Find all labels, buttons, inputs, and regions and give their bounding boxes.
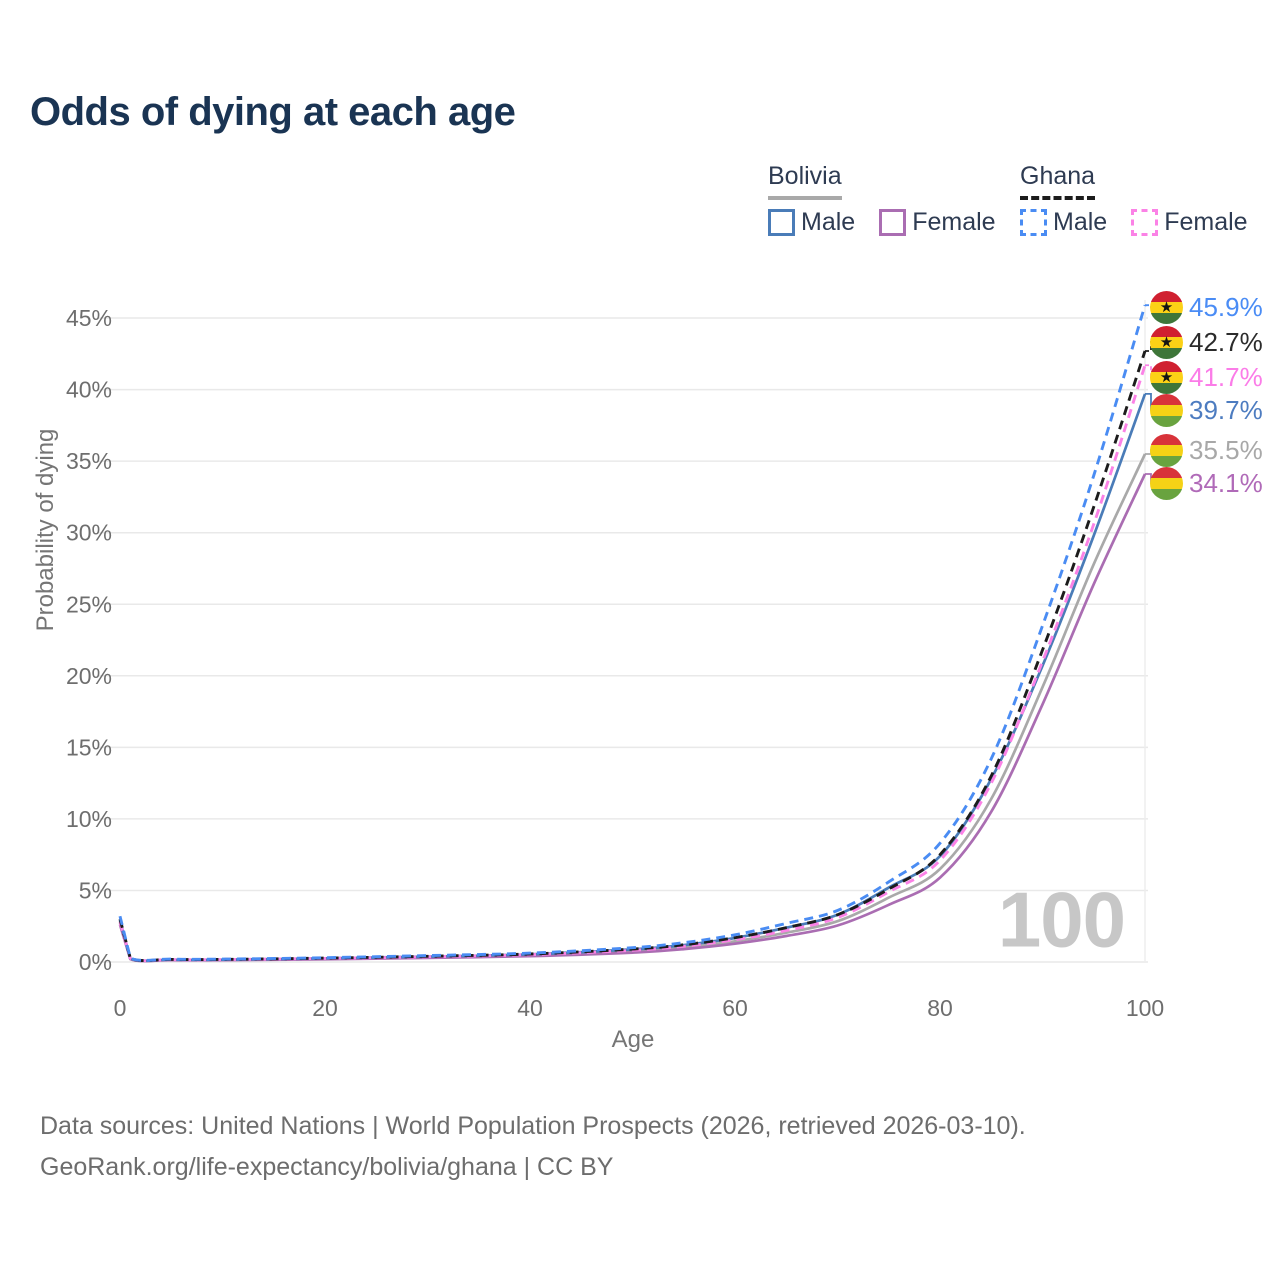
y-tick-label: 10% — [66, 806, 112, 832]
ghana-flag-icon: ★ — [1150, 361, 1183, 394]
y-tick-label: 30% — [66, 520, 112, 546]
legend-item-label: Female — [1164, 208, 1248, 236]
y-axis-title: Probability of dying — [32, 428, 59, 632]
footer: Data sources: United Nations | World Pop… — [40, 1106, 1026, 1188]
end-value-label: 45.9% — [1189, 292, 1263, 322]
flag-stripe — [1150, 478, 1183, 489]
series-end-label: ★ 42.7% — [1150, 326, 1263, 359]
series-end-label: ★ 45.9% — [1150, 291, 1263, 324]
flag-stripe — [1150, 361, 1183, 372]
series-end-label: ★ 41.7% — [1150, 361, 1263, 394]
legend-group-bolivia: Bolivia Male Female — [768, 162, 1020, 237]
bolivia-female-swatch-icon — [879, 209, 907, 236]
end-value-label: 41.7% — [1189, 362, 1263, 392]
data-sources-text: Data sources: United Nations | World Pop… — [40, 1112, 1026, 1140]
black-star-icon: ★ — [1159, 368, 1174, 386]
y-tick-label: 20% — [66, 663, 112, 689]
y-tick-label: 40% — [66, 377, 112, 403]
ghana-line[interactable] — [118, 350, 1147, 963]
bolivia-male-line[interactable] — [118, 393, 1147, 963]
flag-stripe — [1150, 456, 1183, 467]
legend-country-bolivia-label: Bolivia — [768, 162, 842, 200]
y-tick-label: 45% — [66, 305, 112, 331]
end-value-label: 35.5% — [1189, 435, 1263, 465]
flag-stripe — [1150, 291, 1183, 302]
page-title: Odds of dying at each age — [30, 90, 516, 134]
x-tick-label: 100 — [1126, 995, 1164, 1021]
legend-item-label: Female — [912, 208, 996, 236]
x-tick-label: 20 — [312, 995, 338, 1021]
hovered-age-watermark: 100 — [997, 875, 1126, 964]
flag-stripe — [1150, 489, 1183, 500]
y-tick-label: 0% — [79, 949, 112, 975]
black-star-icon: ★ — [1159, 298, 1174, 316]
ghana-male-line[interactable] — [118, 304, 1147, 962]
ghana-flag-icon: ★ — [1150, 326, 1183, 359]
end-value-label: 39.7% — [1189, 395, 1263, 425]
series-end-label: 39.7% — [1150, 394, 1263, 427]
legend-country-ghana-label: Ghana — [1020, 162, 1096, 200]
flag-stripe — [1150, 383, 1183, 394]
flag-stripe — [1150, 313, 1183, 324]
legend-item-bolivia-male[interactable]: Male — [768, 208, 855, 237]
y-tick-label: 15% — [66, 734, 112, 760]
legend-group-ghana: Ghana Male Female — [1020, 162, 1272, 237]
ghana-male-swatch-icon — [1020, 209, 1047, 236]
bolivia-male-swatch-icon — [768, 209, 795, 236]
bolivia-line[interactable] — [118, 453, 1147, 963]
bolivia-flag-icon — [1150, 394, 1183, 427]
flag-stripe — [1150, 302, 1183, 313]
y-tick-label: 25% — [66, 591, 112, 617]
flag-stripe — [1150, 394, 1183, 405]
bolivia-flag-icon — [1150, 434, 1183, 467]
attribution-text: GeoRank.org/life-expectancy/bolivia/ghan… — [40, 1153, 614, 1181]
series-end-label: 34.1% — [1150, 467, 1263, 500]
ghana-flag-icon: ★ — [1150, 291, 1183, 324]
legend-item-bolivia-female[interactable]: Female — [879, 208, 996, 237]
legend-item-label: Male — [1053, 208, 1108, 236]
end-label-leader — [1145, 364, 1157, 378]
legend-country-bolivia: Bolivia — [768, 162, 1020, 200]
flag-stripe — [1150, 405, 1183, 416]
end-value-label: 42.7% — [1189, 327, 1263, 357]
legend-item-label: Male — [801, 208, 856, 236]
flag-stripe — [1150, 467, 1183, 478]
y-tick-label: 35% — [66, 448, 112, 474]
ghana-female-line[interactable] — [118, 364, 1147, 963]
series-end-label: 35.5% — [1150, 434, 1263, 467]
x-axis-title: Age — [611, 1026, 655, 1053]
legend-item-ghana-female[interactable]: Female — [1131, 208, 1248, 237]
bolivia-flag-icon — [1150, 467, 1183, 500]
black-star-icon: ★ — [1159, 333, 1174, 351]
x-tick-label: 80 — [927, 995, 953, 1021]
x-tick-label: 60 — [722, 995, 748, 1021]
flag-stripe — [1150, 416, 1183, 427]
x-tick-label: 40 — [517, 995, 543, 1021]
ghana-female-swatch-icon — [1131, 209, 1159, 236]
bolivia-female-line[interactable] — [118, 473, 1147, 963]
flag-stripe — [1150, 326, 1183, 337]
flag-stripe — [1150, 445, 1183, 456]
legend-country-ghana: Ghana — [1020, 162, 1272, 200]
legend-item-ghana-male[interactable]: Male — [1020, 208, 1107, 237]
flag-stripe — [1150, 372, 1183, 383]
end-value-label: 34.1% — [1189, 468, 1263, 498]
flag-stripe — [1150, 434, 1183, 445]
flag-stripe — [1150, 337, 1183, 348]
x-tick-label: 0 — [114, 995, 127, 1021]
y-tick-label: 5% — [79, 877, 112, 903]
flag-stripe — [1150, 348, 1183, 359]
